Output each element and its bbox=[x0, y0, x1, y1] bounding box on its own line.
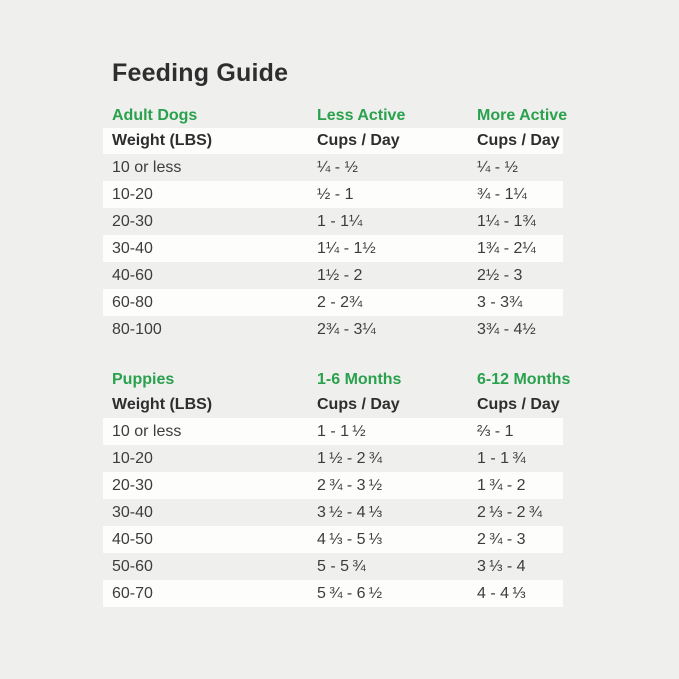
weight-cell: 10 or less bbox=[112, 158, 182, 176]
adult-section-title: Adult Dogs bbox=[112, 107, 198, 124]
cups-cell: 5 ¾ - 6 ½ bbox=[317, 584, 383, 602]
weight-cell: 30-40 bbox=[112, 503, 153, 521]
adult-column-header-row: Weight (LBS) Cups / Day Cups / Day bbox=[103, 128, 563, 154]
cups-cell: 2 ¾ - 3 ½ bbox=[317, 476, 383, 494]
cups-cell: 3 ⅓ - 4 bbox=[477, 557, 526, 575]
table-row: 40-50 4 ⅓ - 5 ⅓ 2 ¾ - 3 bbox=[103, 526, 563, 553]
puppies-1-6-months-header: 1-6 Months bbox=[317, 371, 402, 388]
cups-cell: ¾ - 1¼ bbox=[477, 185, 527, 203]
table-row: 10-20 ½ - 1 ¾ - 1¼ bbox=[103, 181, 563, 208]
weight-cell: 30-40 bbox=[112, 239, 153, 257]
puppies-6-12-months-header: 6-12 Months bbox=[477, 371, 571, 388]
cups-cell: 4 - 4 ⅓ bbox=[477, 584, 526, 602]
cups-cell: 1 - 1 ¾ bbox=[477, 449, 526, 467]
weight-cell: 40-50 bbox=[112, 530, 153, 548]
cups-cell: 5 - 5 ¾ bbox=[317, 557, 366, 575]
puppies-column-header-row: Weight (LBS) Cups / Day Cups / Day bbox=[103, 392, 563, 418]
weight-cell: 20-30 bbox=[112, 476, 153, 494]
weight-cell: 10-20 bbox=[112, 185, 153, 203]
adult-cups-column-header: Cups / Day bbox=[477, 132, 560, 149]
adult-less-active-header: Less Active bbox=[317, 107, 406, 124]
weight-cell: 10 or less bbox=[112, 422, 182, 440]
cups-cell: 3 - 3¾ bbox=[477, 293, 523, 311]
table-row: 60-70 5 ¾ - 6 ½ 4 - 4 ⅓ bbox=[103, 580, 563, 607]
cups-cell: 2 ⅓ - 2 ¾ bbox=[477, 503, 543, 521]
cups-cell: 1¼ - 1½ bbox=[317, 239, 376, 257]
table-row: 20-30 2 ¾ - 3 ½ 1 ¾ - 2 bbox=[103, 472, 563, 499]
cups-cell: 1½ - 2 bbox=[317, 266, 363, 284]
cups-cell: 2¾ - 3¼ bbox=[317, 320, 376, 338]
page-title: Feeding Guide bbox=[112, 59, 289, 87]
adult-section-header-row: Adult Dogs Less Active More Active bbox=[103, 104, 567, 128]
puppies-section-header-row: Puppies 1-6 Months 6-12 Months bbox=[103, 368, 570, 392]
cups-cell: 1 - 1¼ bbox=[317, 212, 363, 230]
cups-cell: ⅔ - 1 bbox=[477, 422, 514, 440]
adult-weight-column-header: Weight (LBS) bbox=[112, 132, 213, 149]
cups-cell: 1 ¾ - 2 bbox=[477, 476, 526, 494]
weight-cell: 20-30 bbox=[112, 212, 153, 230]
table-row: 80-100 2¾ - 3¼ 3¾ - 4½ bbox=[103, 316, 563, 343]
weight-cell: 60-80 bbox=[112, 293, 153, 311]
table-row: 30-40 1¼ - 1½ 1¾ - 2¼ bbox=[103, 235, 563, 262]
puppies-cups-column-header: Cups / Day bbox=[477, 396, 560, 413]
cups-cell: ¼ - ½ bbox=[317, 158, 358, 176]
table-row: 50-60 5 - 5 ¾ 3 ⅓ - 4 bbox=[103, 553, 563, 580]
cups-cell: 4 ⅓ - 5 ⅓ bbox=[317, 530, 383, 548]
table-row: 20-30 1 - 1¼ 1¼ - 1¾ bbox=[103, 208, 563, 235]
puppies-section-title: Puppies bbox=[112, 371, 175, 388]
puppies-cups-column-header: Cups / Day bbox=[317, 396, 400, 413]
puppies-weight-column-header: Weight (LBS) bbox=[112, 396, 213, 413]
weight-cell: 40-60 bbox=[112, 266, 153, 284]
cups-cell: ¼ - ½ bbox=[477, 158, 518, 176]
cups-cell: 1 - 1 ½ bbox=[317, 422, 366, 440]
weight-cell: 60-70 bbox=[112, 584, 153, 602]
table-row: 40-60 1½ - 2 2½ - 3 bbox=[103, 262, 563, 289]
cups-cell: 2½ - 3 bbox=[477, 266, 523, 284]
table-row: 60-80 2 - 2¾ 3 - 3¾ bbox=[103, 289, 563, 316]
cups-cell: 1 ½ - 2 ¾ bbox=[317, 449, 383, 467]
weight-cell: 80-100 bbox=[112, 320, 162, 338]
table-row: 10 or less 1 - 1 ½ ⅔ - 1 bbox=[103, 418, 563, 445]
cups-cell: 1¾ - 2¼ bbox=[477, 239, 536, 257]
cups-cell: 2 - 2¾ bbox=[317, 293, 363, 311]
puppies-table: Puppies 1-6 Months 6-12 Months Weight (L… bbox=[103, 368, 570, 607]
table-row: 10-20 1 ½ - 2 ¾ 1 - 1 ¾ bbox=[103, 445, 563, 472]
weight-cell: 10-20 bbox=[112, 449, 153, 467]
cups-cell: 3 ½ - 4 ⅓ bbox=[317, 503, 383, 521]
adult-more-active-header: More Active bbox=[477, 107, 568, 124]
cups-cell: 2 ¾ - 3 bbox=[477, 530, 526, 548]
weight-cell: 50-60 bbox=[112, 557, 153, 575]
cups-cell: 3¾ - 4½ bbox=[477, 320, 536, 338]
adult-dogs-table: Adult Dogs Less Active More Active Weigh… bbox=[103, 104, 567, 343]
table-row: 30-40 3 ½ - 4 ⅓ 2 ⅓ - 2 ¾ bbox=[103, 499, 563, 526]
cups-cell: 1¼ - 1¾ bbox=[477, 212, 536, 230]
adult-cups-column-header: Cups / Day bbox=[317, 132, 400, 149]
table-row: 10 or less ¼ - ½ ¼ - ½ bbox=[103, 154, 563, 181]
cups-cell: ½ - 1 bbox=[317, 185, 354, 203]
